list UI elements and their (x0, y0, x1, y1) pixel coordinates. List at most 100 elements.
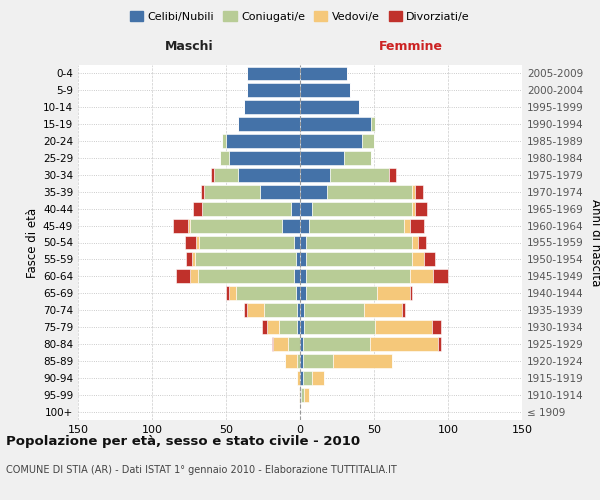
Bar (300, 84, 350, 98)
Bar (300, 286, 306, 300)
Bar (288, 337, 300, 351)
Bar (424, 252, 434, 266)
Bar (296, 252, 300, 266)
Bar (291, 202, 300, 215)
Bar (294, 270, 300, 283)
Bar (238, 168, 300, 182)
Bar (300, 202, 312, 215)
Bar (300, 252, 306, 266)
Bar (415, 202, 427, 215)
Bar (344, 151, 371, 165)
Bar (229, 151, 300, 165)
Bar (176, 270, 190, 283)
Bar (376, 320, 432, 334)
Bar (201, 185, 204, 198)
Bar (297, 371, 300, 384)
Bar (304, 303, 364, 317)
Bar (371, 117, 376, 131)
Bar (415, 185, 423, 198)
Bar (418, 236, 426, 250)
Bar (285, 354, 297, 368)
Bar (214, 168, 238, 182)
Bar (198, 270, 294, 283)
Bar (300, 270, 306, 283)
Bar (412, 185, 415, 198)
Bar (312, 202, 412, 215)
Text: Popolazione per età, sesso e stato civile - 2010: Popolazione per età, sesso e stato civil… (6, 435, 360, 448)
Bar (377, 286, 410, 300)
Bar (304, 320, 376, 334)
Bar (300, 303, 304, 317)
Bar (193, 202, 202, 215)
Legend: Celibi/Nubili, Coniugati/e, Vedovi/e, Divorziati/e: Celibi/Nubili, Coniugati/e, Vedovi/e, Di… (125, 6, 475, 26)
Y-axis label: Anni di nascita: Anni di nascita (589, 199, 600, 286)
Bar (202, 202, 291, 215)
Bar (211, 168, 214, 182)
Bar (329, 168, 389, 182)
Bar (238, 117, 300, 131)
Text: Maschi: Maschi (164, 40, 214, 52)
Bar (226, 134, 300, 148)
Bar (303, 354, 332, 368)
Bar (196, 236, 199, 250)
Bar (226, 286, 229, 300)
Bar (265, 303, 297, 317)
Bar (188, 218, 190, 232)
Bar (220, 151, 229, 165)
Bar (410, 286, 412, 300)
Bar (301, 388, 304, 402)
Bar (247, 84, 300, 98)
Text: COMUNE DI STIA (AR) - Dati ISTAT 1° gennaio 2010 - Elaborazione TUTTITALIA.IT: COMUNE DI STIA (AR) - Dati ISTAT 1° genn… (6, 465, 397, 475)
Bar (294, 236, 300, 250)
Bar (412, 236, 418, 250)
Bar (303, 337, 370, 351)
Bar (303, 371, 312, 384)
Bar (300, 371, 303, 384)
Bar (306, 270, 410, 283)
Bar (300, 66, 347, 80)
Bar (300, 354, 303, 368)
Bar (433, 270, 448, 283)
Bar (312, 371, 323, 384)
Bar (195, 252, 296, 266)
Bar (300, 134, 362, 148)
Bar (204, 185, 260, 198)
Bar (244, 303, 247, 317)
Y-axis label: Fasce di età: Fasce di età (26, 208, 39, 278)
Bar (300, 185, 326, 198)
Bar (296, 286, 300, 300)
Bar (364, 303, 402, 317)
Bar (185, 236, 196, 250)
Bar (300, 100, 359, 114)
Bar (199, 236, 294, 250)
Text: Femmine: Femmine (379, 40, 443, 52)
Bar (244, 100, 300, 114)
Bar (282, 218, 300, 232)
Bar (247, 303, 265, 317)
Bar (306, 252, 412, 266)
Bar (190, 270, 198, 283)
Bar (437, 337, 440, 351)
Bar (247, 66, 300, 80)
Bar (173, 218, 188, 232)
Bar (274, 337, 288, 351)
Bar (297, 354, 300, 368)
Bar (297, 320, 300, 334)
Bar (402, 303, 405, 317)
Bar (300, 151, 344, 165)
Bar (300, 388, 301, 402)
Bar (260, 185, 300, 198)
Bar (300, 218, 309, 232)
Bar (332, 354, 392, 368)
Bar (297, 303, 300, 317)
Bar (306, 286, 377, 300)
Bar (300, 320, 304, 334)
Bar (192, 252, 195, 266)
Bar (279, 320, 297, 334)
Bar (300, 337, 303, 351)
Bar (236, 286, 296, 300)
Bar (412, 252, 424, 266)
Bar (300, 117, 371, 131)
Bar (410, 218, 424, 232)
Bar (370, 337, 437, 351)
